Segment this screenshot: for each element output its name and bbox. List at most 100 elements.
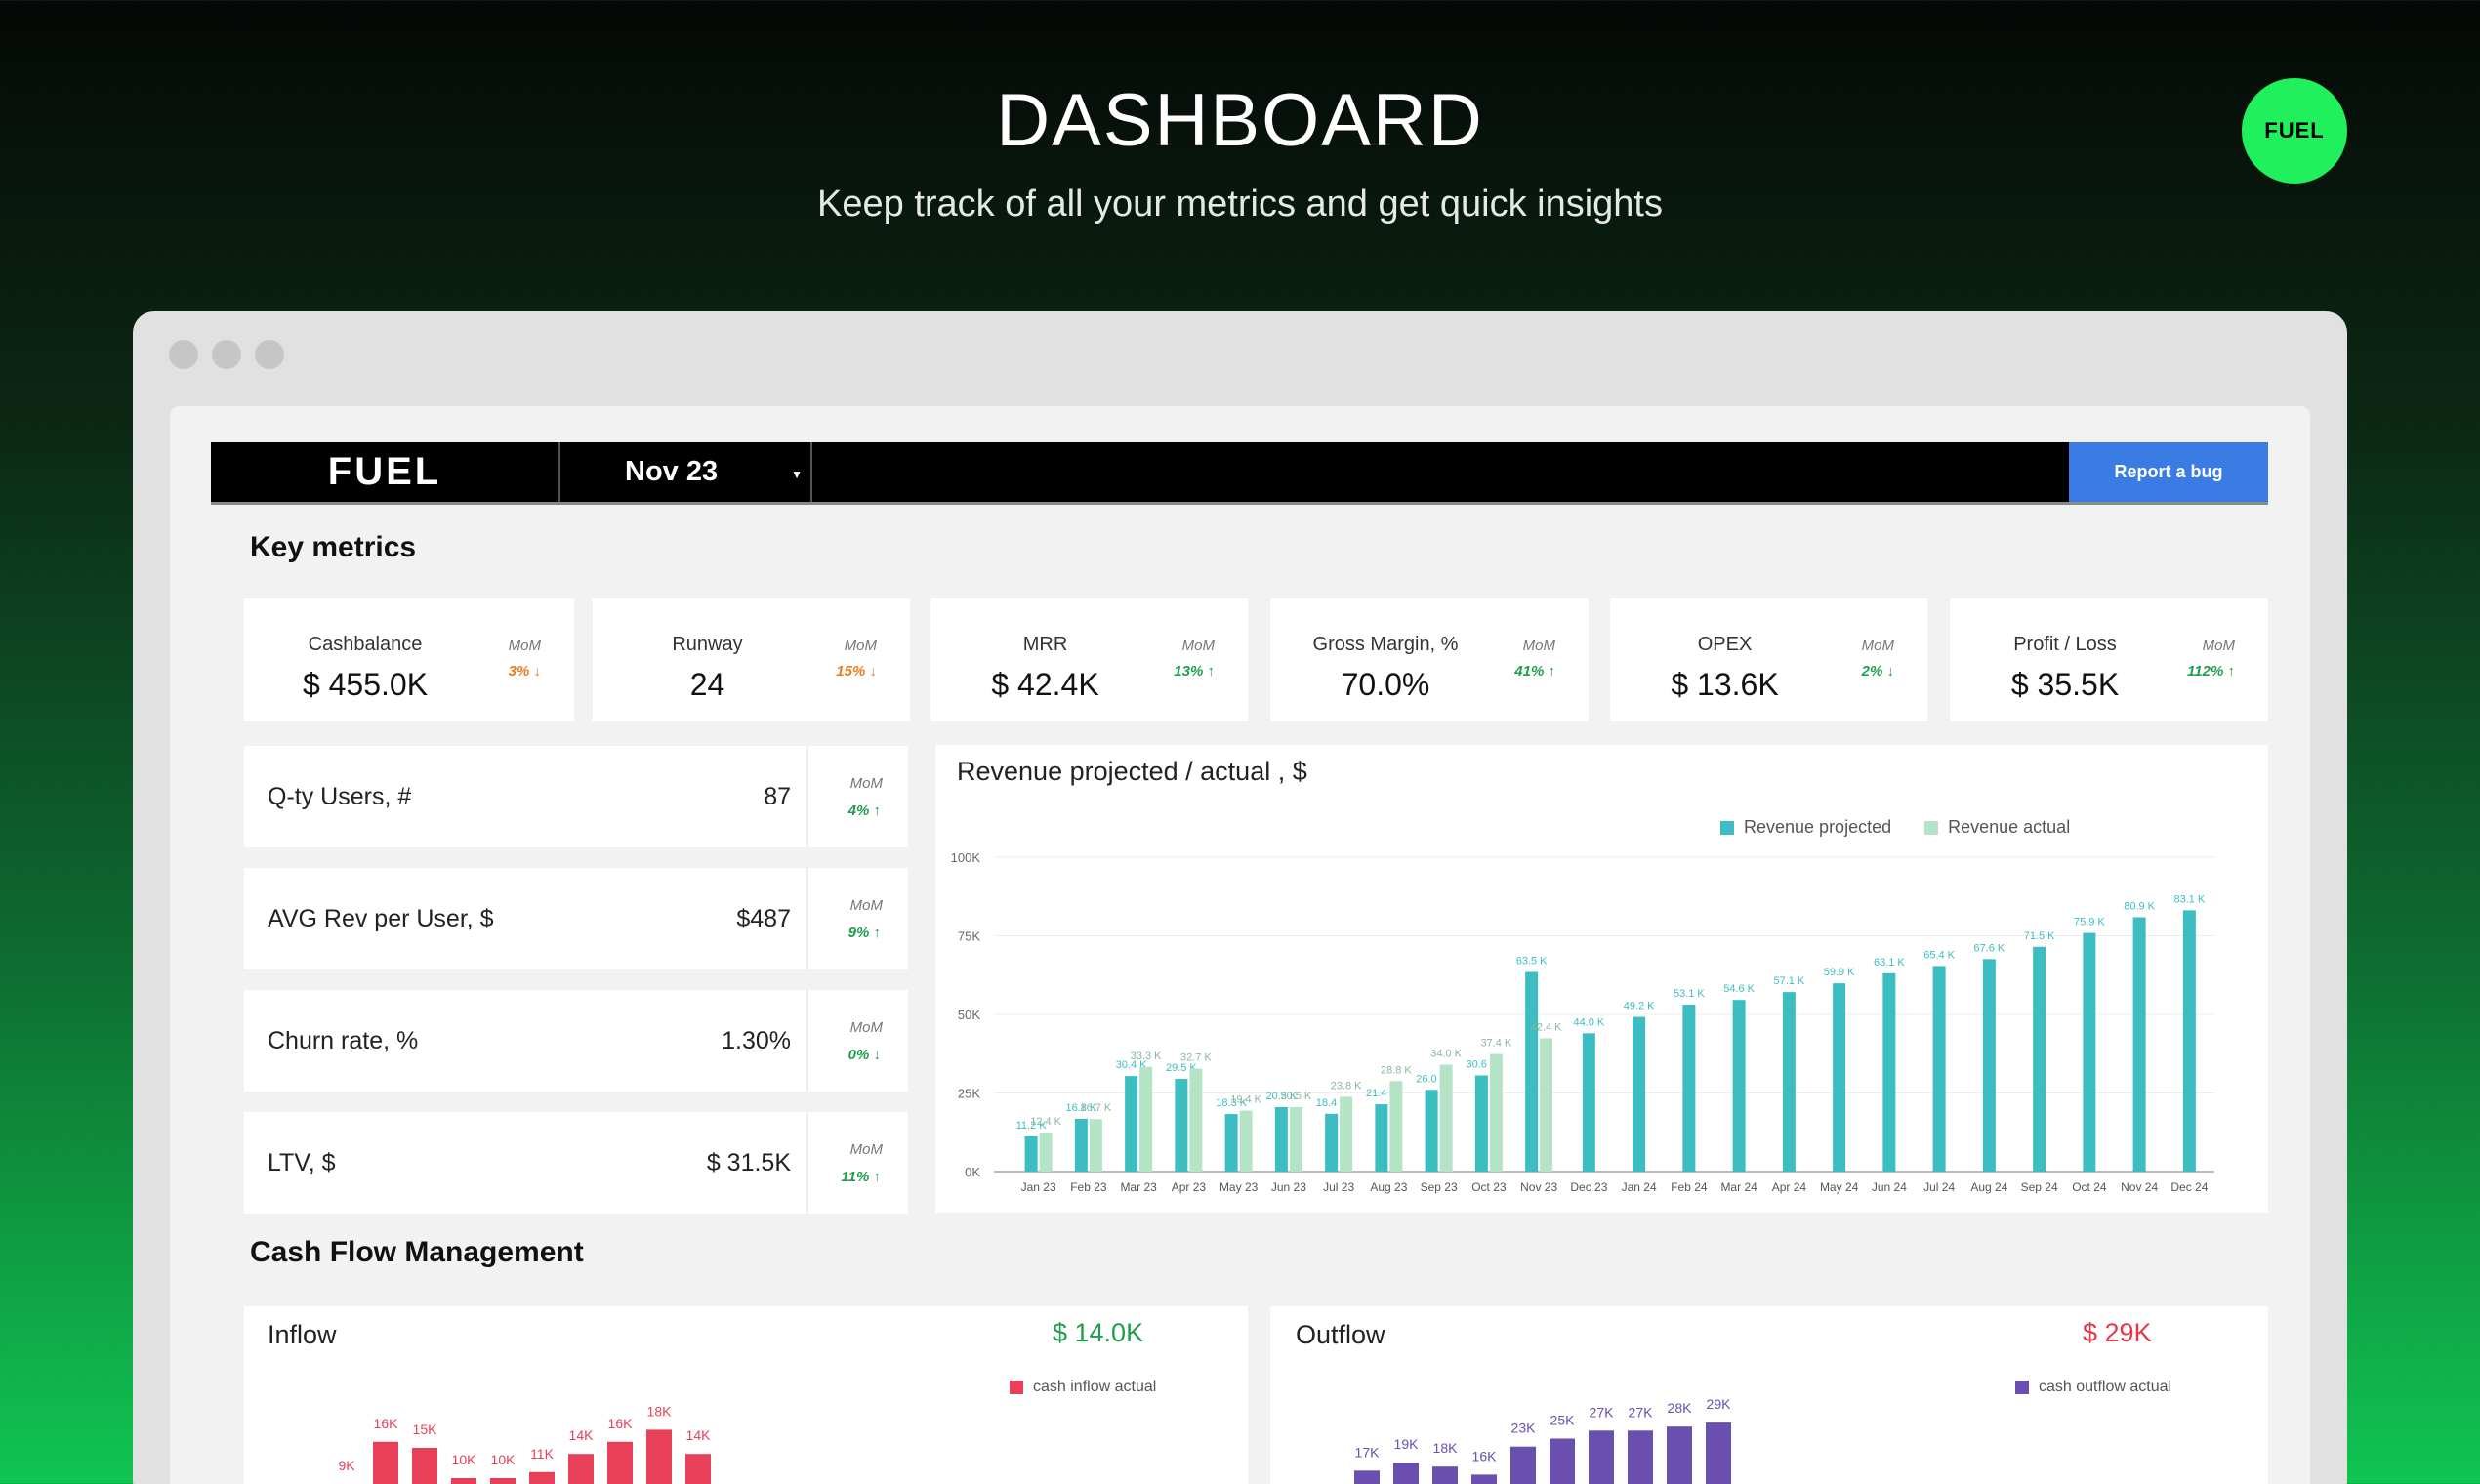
bar-projected[interactable]	[1633, 1016, 1646, 1172]
cashflow-bar[interactable]	[1471, 1474, 1497, 1484]
kpi-card: Profit / Loss $ 35.5K MoM 112% ↑	[1950, 598, 2268, 721]
cashflow-bar[interactable]	[685, 1454, 711, 1484]
bar-label-projected: 29.5 K	[1166, 1062, 1197, 1074]
bar-actual[interactable]	[1289, 1106, 1302, 1172]
bar-projected[interactable]	[1274, 1106, 1288, 1172]
bar-projected[interactable]	[1882, 972, 1896, 1172]
cashflow-bar[interactable]	[373, 1441, 398, 1484]
bar-projected[interactable]	[1175, 1079, 1188, 1172]
month-selector[interactable]: Nov 23 ▼	[562, 442, 812, 502]
kpi-label: Runway	[672, 634, 743, 655]
hero-title: DASHBOARD	[996, 79, 1484, 162]
bar-label-actual: 42.4 K	[1531, 1021, 1562, 1033]
bar-projected[interactable]	[1125, 1076, 1138, 1172]
legend-label-projected: Revenue projected	[1744, 817, 1892, 837]
bar-projected[interactable]	[1782, 992, 1796, 1172]
bar-projected[interactable]	[1375, 1104, 1388, 1172]
cashflow-bar[interactable]	[646, 1429, 672, 1484]
report-bug-button[interactable]: Report a bug	[2069, 442, 2268, 502]
x-tick-label: Feb 23	[1070, 1180, 1107, 1194]
bar-projected[interactable]	[1682, 1005, 1696, 1172]
bar-projected[interactable]	[1833, 983, 1846, 1172]
legend-swatch-projected	[1720, 820, 1734, 835]
app-logo[interactable]: FUEL	[211, 442, 560, 502]
cashflow-bar[interactable]	[1393, 1463, 1419, 1484]
cash-flow-title: Cash Flow Management	[250, 1236, 584, 1268]
bar-label-projected: 30.4 K	[1116, 1059, 1147, 1071]
kpi-label: MRR	[1022, 634, 1068, 655]
bar-projected[interactable]	[1074, 1118, 1088, 1172]
bar-label-projected: 59.9 K	[1824, 967, 1855, 978]
cashflow-bar[interactable]	[412, 1448, 437, 1484]
x-tick-label: Apr 24	[1772, 1180, 1807, 1194]
metric-mom-label: MoM	[849, 1141, 883, 1158]
bar-label-projected: 71.5 K	[2024, 930, 2055, 942]
kpi-delta: 15% ↓	[836, 663, 877, 680]
x-tick-label: Feb 24	[1671, 1180, 1708, 1194]
window-minimize-dot[interactable]	[212, 340, 241, 369]
x-tick-label: Mar 24	[1720, 1180, 1757, 1194]
metric-label: Q-ty Users, #	[268, 783, 412, 810]
kpi-label: OPEX	[1697, 634, 1753, 655]
bar-projected[interactable]	[2033, 946, 2046, 1172]
bar-projected[interactable]	[1732, 1000, 1746, 1172]
bar-actual[interactable]	[1039, 1133, 1053, 1172]
cashflow-bar[interactable]	[1550, 1438, 1575, 1484]
cashflow-bar[interactable]	[568, 1454, 594, 1484]
bar-projected[interactable]	[2083, 932, 2096, 1172]
cashflow-bar-label: 17K	[1355, 1444, 1381, 1460]
bar-projected[interactable]	[1024, 1135, 1038, 1172]
kpi-card: Cashbalance $ 455.0K MoM 3% ↓	[244, 598, 574, 721]
kpi-card: OPEX $ 13.6K MoM 2% ↓	[1610, 598, 1927, 721]
revenue-chart-legend: Revenue projected Revenue actual	[1720, 817, 2070, 838]
bar-projected[interactable]	[1474, 1075, 1488, 1172]
bar-actual[interactable]	[1489, 1053, 1503, 1172]
cashflow-bar[interactable]	[1667, 1426, 1692, 1484]
window-close-dot[interactable]	[169, 340, 198, 369]
cashflow-bar[interactable]	[1628, 1430, 1653, 1484]
y-tick-label: 0K	[965, 1165, 980, 1179]
cashflow-bar[interactable]	[1432, 1466, 1458, 1484]
cashflow-bar[interactable]	[607, 1441, 633, 1484]
bar-label-projected: 65.4 K	[1923, 949, 1955, 961]
bar-projected[interactable]	[1224, 1114, 1238, 1172]
cashflow-bar[interactable]	[451, 1478, 476, 1484]
bar-actual[interactable]	[1139, 1066, 1153, 1172]
bar-projected[interactable]	[1525, 971, 1539, 1172]
bar-projected[interactable]	[1982, 959, 1996, 1172]
metric-delta: 11% ↑	[841, 1169, 881, 1185]
x-tick-label: May 23	[1219, 1180, 1259, 1194]
bar-label-projected: 57.1 K	[1773, 975, 1804, 987]
bar-projected[interactable]	[1932, 966, 1946, 1172]
metric-card: AVG Rev per User, $ $487 MoM 9% ↑	[244, 868, 908, 969]
bar-projected[interactable]	[2132, 917, 2146, 1172]
cashflow-bar[interactable]	[529, 1471, 555, 1484]
cashflow-bar[interactable]	[1510, 1446, 1536, 1484]
bar-projected[interactable]	[2182, 910, 2196, 1172]
bar-actual[interactable]	[1340, 1096, 1353, 1172]
window-maximize-dot[interactable]	[255, 340, 284, 369]
kpi-value: $ 13.6K	[1671, 667, 1779, 702]
bar-label-projected: 49.2 K	[1624, 1001, 1655, 1012]
cashflow-bar[interactable]	[1354, 1470, 1380, 1484]
legend-label-inflow: cash inflow actual	[1033, 1379, 1157, 1395]
bar-projected[interactable]	[1325, 1113, 1339, 1172]
bar-actual[interactable]	[1389, 1081, 1403, 1172]
cashflow-bar[interactable]	[490, 1478, 516, 1484]
bar-projected[interactable]	[1582, 1033, 1595, 1172]
metric-delta: 4% ↑	[847, 803, 881, 819]
bar-actual[interactable]	[1089, 1119, 1102, 1172]
cashflow-bar[interactable]	[1589, 1430, 1614, 1484]
bar-actual[interactable]	[1239, 1110, 1253, 1172]
bar-label-projected: 16.8 K	[1065, 1102, 1096, 1114]
bar-actual[interactable]	[1439, 1064, 1453, 1172]
metric-mom-label: MoM	[849, 775, 883, 792]
bar-actual[interactable]	[1189, 1068, 1203, 1172]
x-tick-label: Nov 24	[2121, 1180, 2158, 1194]
cashflow-bar[interactable]	[1706, 1422, 1731, 1484]
cashflow-bar-label: 19K	[1394, 1436, 1420, 1452]
bar-projected[interactable]	[1425, 1090, 1438, 1172]
cashflow-bar-label: 10K	[491, 1452, 517, 1467]
bar-actual[interactable]	[1540, 1038, 1553, 1172]
x-tick-label: May 24	[1820, 1180, 1859, 1194]
